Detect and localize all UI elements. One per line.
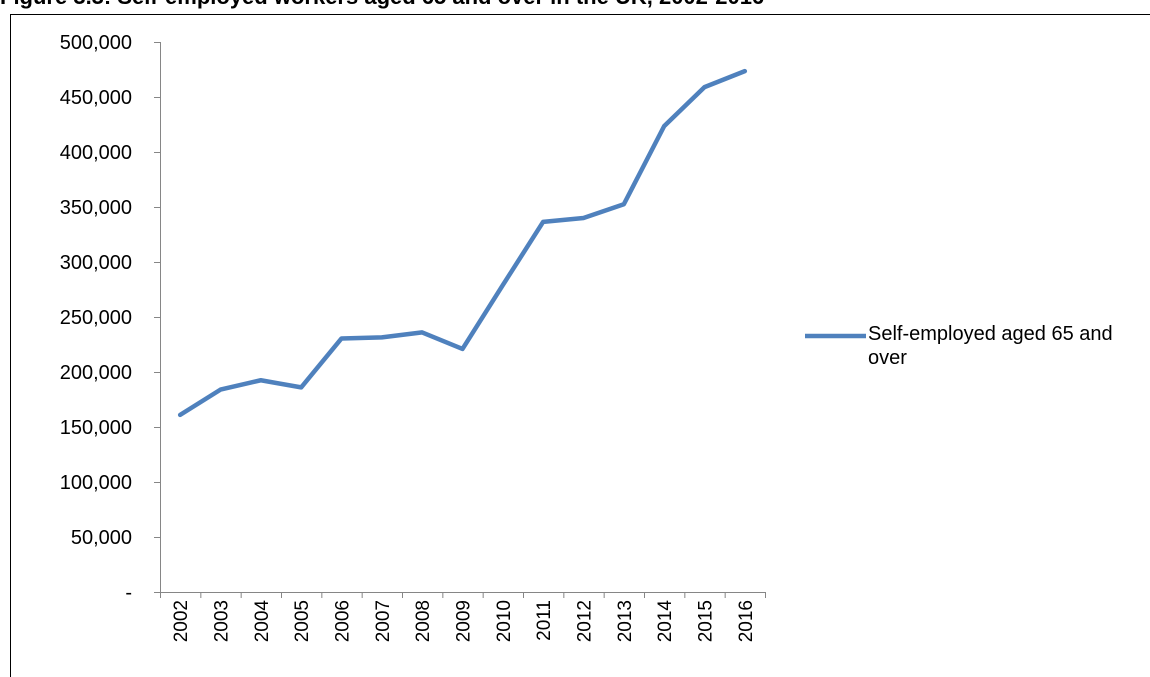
data-line <box>177 68 748 418</box>
y-tick-label: 400,000 <box>60 142 132 164</box>
x-tick-label: 2010 <box>494 600 515 642</box>
x-tick-label: 2004 <box>252 600 273 643</box>
legend-label: Self-employed aged 65 and over <box>868 323 1113 369</box>
y-tick-label: 50,000 <box>71 527 132 549</box>
chart-title: Figure 3.3: Self-employed workers aged 6… <box>0 0 764 9</box>
y-tick-label: 150,000 <box>60 417 132 439</box>
x-tick-label: 2012 <box>575 600 596 642</box>
x-tick-label: 2009 <box>454 600 475 642</box>
x-tick-label: 2006 <box>333 600 354 642</box>
x-tick-label: 2016 <box>736 600 757 642</box>
x-tick-label: 2002 <box>171 600 192 642</box>
x-tick-label: 2015 <box>696 600 717 642</box>
x-tick-label: 2014 <box>655 600 676 643</box>
x-tick-label: 2013 <box>615 600 636 642</box>
y-tick-label: 250,000 <box>60 307 132 329</box>
x-tick-label: 2003 <box>212 600 233 642</box>
y-tick-label: 100,000 <box>60 472 132 494</box>
y-tick-label: - <box>125 582 132 604</box>
y-tick-label: 500,000 <box>60 32 132 54</box>
y-tick-label: 300,000 <box>60 252 132 274</box>
x-tick-label: 2007 <box>373 600 394 642</box>
y-tick-label: 450,000 <box>60 87 132 109</box>
x-tick-label: 2005 <box>292 600 313 642</box>
y-tick-label: 200,000 <box>60 362 132 384</box>
x-tick-label: 2011 <box>534 600 555 641</box>
y-tick-label: 350,000 <box>60 197 132 219</box>
x-tick-label: 2008 <box>413 600 434 642</box>
